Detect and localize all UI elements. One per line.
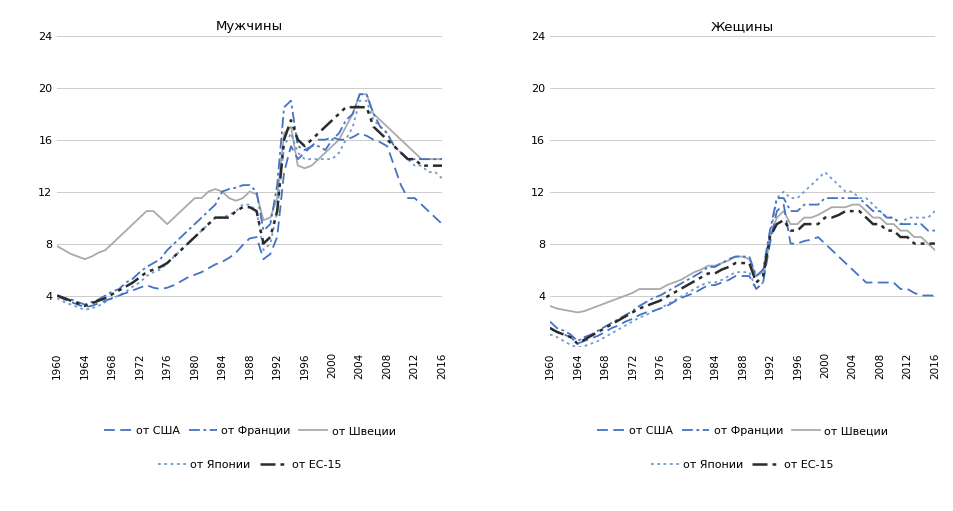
Title: Жещины: Жещины xyxy=(710,20,773,33)
Title: Мужчины: Мужчины xyxy=(216,20,283,33)
Legend: от Японии, от ЕС-15: от Японии, от ЕС-15 xyxy=(646,456,838,475)
Legend: от Японии, от ЕС-15: от Японии, от ЕС-15 xyxy=(153,456,345,475)
